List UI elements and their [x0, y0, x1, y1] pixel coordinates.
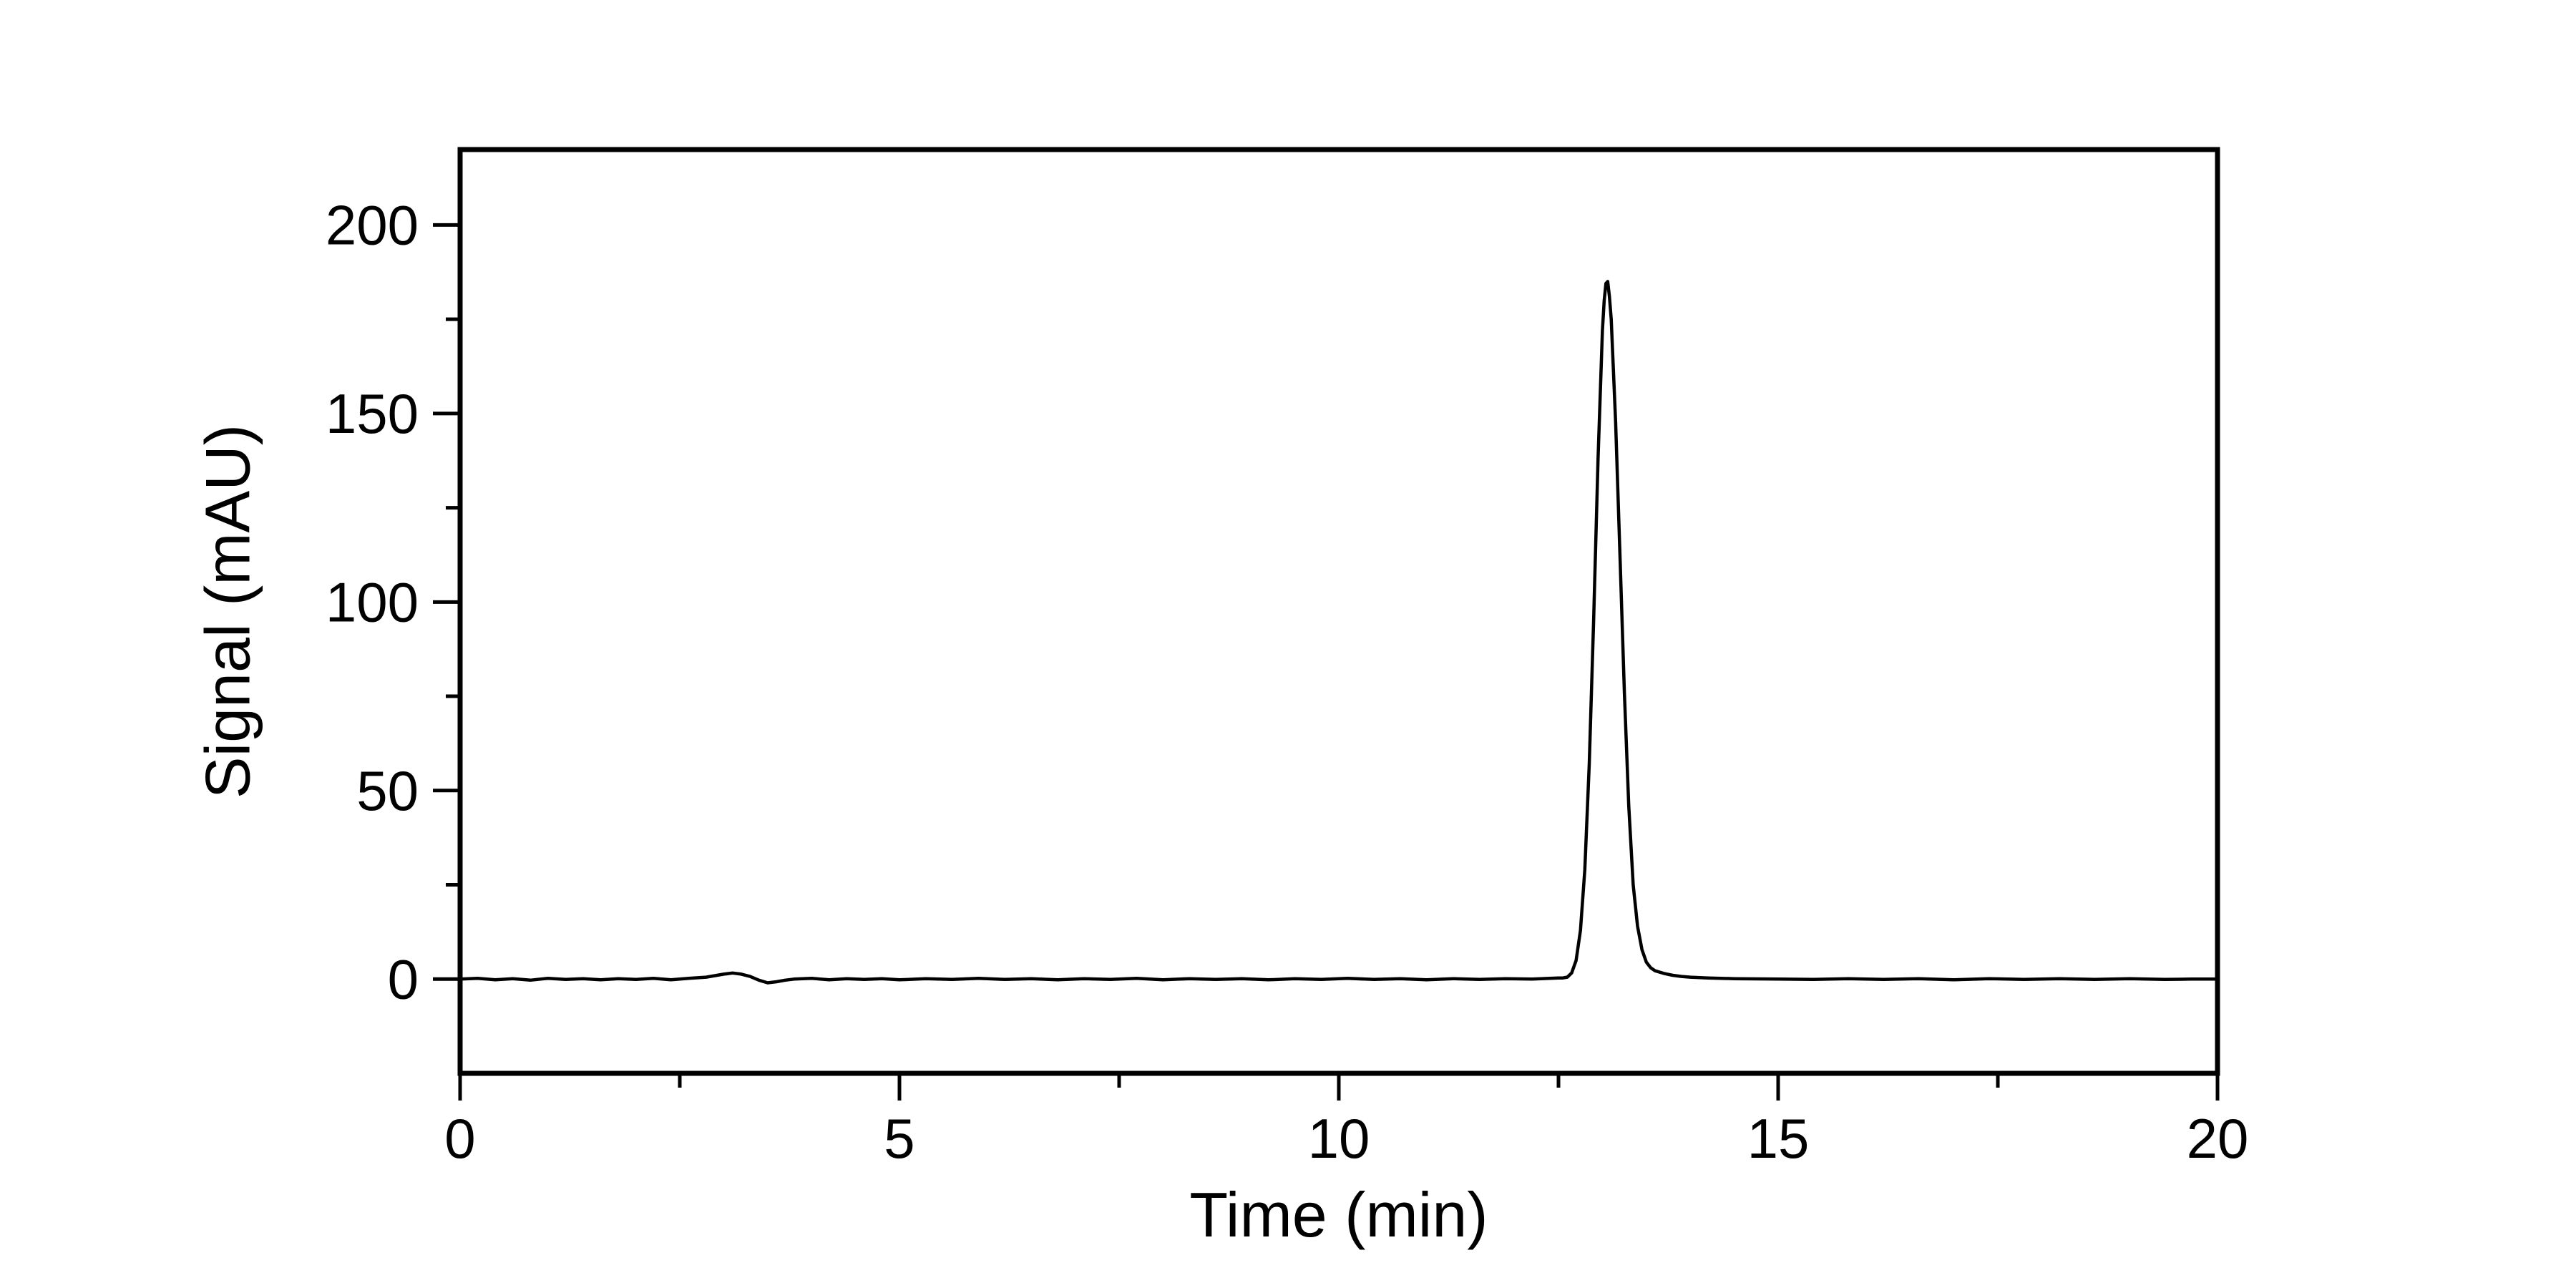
y-axis-ticks — [433, 223, 460, 981]
plot-border — [457, 147, 2220, 1076]
y-tick-label: 0 — [388, 947, 419, 1010]
x-tick-label: 5 — [884, 1107, 914, 1170]
x-tick-labels: 0 5 10 15 20 — [444, 1107, 2248, 1170]
y-tick-label: 200 — [326, 193, 419, 256]
x-tick-label: 15 — [1747, 1107, 1810, 1170]
signal-trace — [458, 280, 2220, 985]
x-tick-label: 10 — [1308, 1107, 1370, 1170]
y-tick-label: 50 — [356, 759, 419, 822]
x-tick-label: 20 — [2187, 1107, 2249, 1170]
y-tick-label: 100 — [326, 570, 419, 633]
x-axis-ticks — [458, 1073, 2220, 1101]
x-tick-label: 0 — [444, 1107, 475, 1170]
y-tick-label: 150 — [326, 382, 419, 445]
y-tick-labels: 0 50 100 150 200 — [326, 193, 419, 1010]
y-axis-title: Signal (mAU) — [192, 424, 263, 799]
x-axis-title: Time (min) — [1189, 1179, 1488, 1250]
